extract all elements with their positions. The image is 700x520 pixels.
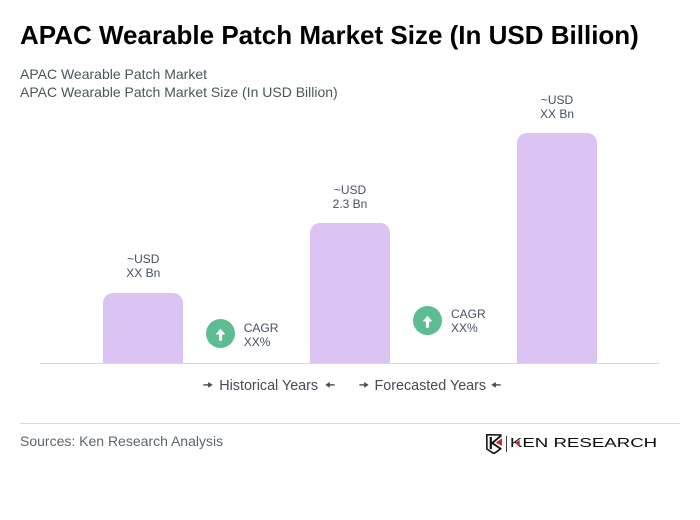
svg-text:KEN RESEARCH: KEN RESEARCH xyxy=(510,436,657,451)
